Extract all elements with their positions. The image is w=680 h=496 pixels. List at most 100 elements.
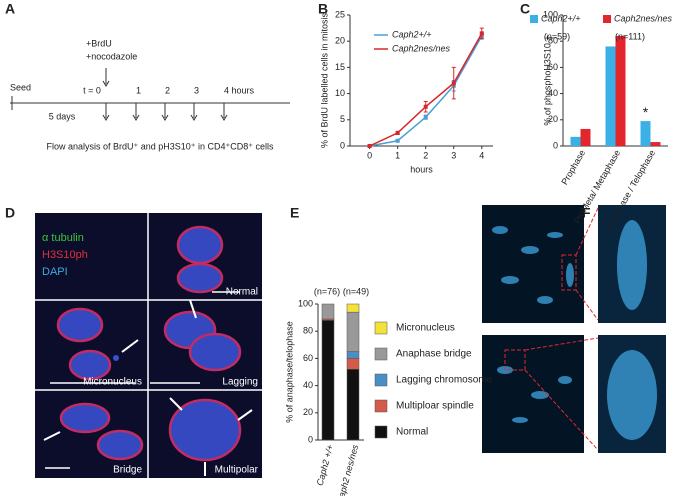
arrow-head (102, 114, 110, 121)
bar-segment (346, 358, 360, 370)
y-tick-label: 60 (303, 353, 313, 363)
legend-label: Caph2nes/nes (392, 43, 451, 53)
image-caption: Normal (226, 287, 258, 298)
y-axis-label: % of phosphoH3S10 + (542, 35, 552, 125)
legend-label: Micronucleus (396, 323, 455, 334)
timeline: Seed 5 days +BrdU +nocodazole Flow analy… (10, 38, 290, 151)
y-tick-label: 20 (548, 114, 558, 124)
legend-swatch (374, 321, 388, 335)
y-tick-label: 15 (335, 62, 345, 72)
stain-label: α tubulin (42, 232, 84, 244)
y-tick-label: 0 (340, 140, 345, 150)
legend-swatch (530, 15, 538, 23)
legend-label: Caph2+/+ (541, 13, 581, 23)
legend-swatch (374, 347, 388, 361)
treatment: +BrdU (86, 38, 112, 48)
x-tick-label: 3 (451, 150, 456, 160)
microscopy-grid (35, 213, 262, 478)
panel-label: E (290, 205, 299, 221)
y-tick-label: 80 (548, 36, 558, 46)
point (395, 130, 400, 135)
point (451, 81, 456, 86)
y-tick-label: 20 (335, 36, 345, 46)
bar-segment (346, 311, 360, 352)
y-tick-label: 100 (543, 9, 558, 19)
timeline-start: Seed (10, 82, 31, 92)
x-tick-label: Caph2 nes/nes (335, 443, 360, 496)
bar-segment (321, 320, 335, 441)
y-tick-label: 60 (548, 62, 558, 72)
arrow-head (161, 114, 169, 121)
image-caption: Lagging (222, 377, 258, 388)
y-tick-label: 0 (553, 140, 558, 150)
timeline-tick-label: 2 (165, 85, 170, 95)
arrow-head (190, 114, 198, 121)
legend-label: Caph2+/+ (392, 29, 432, 39)
image-panels (482, 205, 666, 453)
y-axis-label: % of anaphase/telophase (284, 321, 294, 423)
bar-segment (321, 303, 335, 320)
x-tick-label: Caph2 +/+ (315, 444, 336, 487)
arrow-head (102, 80, 110, 87)
point (423, 104, 428, 109)
bar (605, 46, 616, 146)
stain-label: H3S10ph (42, 249, 88, 261)
arrow-head (132, 114, 140, 121)
image-caption: Bridge (113, 465, 142, 476)
legend-swatch (374, 373, 388, 387)
x-tick-label: 4 (479, 150, 484, 160)
image-caption: Micronucleus (83, 377, 142, 388)
stain-label: DAPI (42, 266, 68, 278)
bar (650, 142, 661, 146)
arrow-head (220, 114, 228, 121)
x-tick-label: 1 (395, 150, 400, 160)
x-tick-label: 2 (423, 150, 428, 160)
legend-swatch (603, 15, 611, 23)
annotation: * (643, 104, 649, 120)
legend-count: (n=111) (615, 31, 645, 41)
bar (615, 35, 626, 146)
timeline-tick-label: 3 (194, 85, 199, 95)
point (479, 31, 484, 36)
point (395, 138, 400, 143)
y-tick-label: 0 (308, 434, 313, 444)
legend-swatch (374, 425, 388, 439)
y-tick-label: 100 (298, 298, 313, 308)
bar (580, 128, 591, 146)
legend-swatch (374, 399, 388, 413)
legend-label: Caph2nes/nes (614, 13, 673, 23)
y-tick-label: 5 (340, 114, 345, 124)
bar-segment (346, 369, 360, 441)
y-tick-label: 40 (303, 380, 313, 390)
bar (640, 121, 651, 146)
bar (570, 136, 581, 146)
treatment: +nocodazole (86, 51, 137, 61)
y-tick-label: 40 (548, 88, 558, 98)
panel-label: F (582, 205, 591, 221)
y-tick-label: 10 (335, 88, 345, 98)
timeline-caption: Flow analysis of BrdU⁺ and pH3S10⁺ in CD… (46, 141, 274, 151)
y-tick-label: 25 (335, 9, 345, 19)
timeline-tick-label: 4 hours (224, 85, 255, 95)
panel-label: B (318, 1, 328, 17)
bar-segment (346, 303, 360, 313)
bar-segment (346, 351, 360, 359)
x-tick-label: 0 (367, 150, 372, 160)
count-label: (n=49) (343, 286, 369, 296)
timeline-duration: 5 days (49, 111, 76, 121)
x-tick-label: Prophase (559, 148, 587, 186)
timeline-tick-label: 1 (136, 85, 141, 95)
legend-label: Anaphase bridge (396, 349, 472, 360)
panel-label: A (5, 1, 15, 17)
panel-label: D (5, 205, 15, 221)
point (367, 144, 372, 148)
y-tick-label: 80 (303, 326, 313, 336)
panel-label: C (520, 1, 530, 17)
image-caption: Multipolar (215, 465, 259, 476)
count-label: (n=76) (314, 286, 340, 296)
legend-count: (n=59) (544, 31, 570, 41)
point (423, 115, 428, 120)
x-axis-label: hours (410, 164, 433, 174)
y-axis-label: % of BrdU labelled cells in mitosis (319, 12, 329, 148)
